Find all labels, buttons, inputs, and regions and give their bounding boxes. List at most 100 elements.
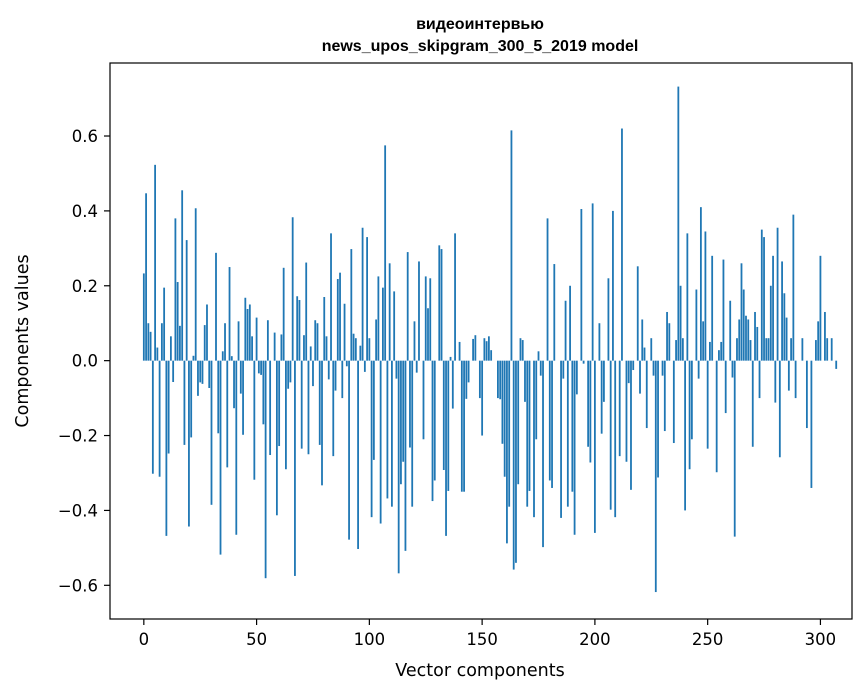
bar bbox=[151, 360, 154, 474]
bar bbox=[591, 203, 594, 361]
bar bbox=[569, 285, 571, 361]
bar bbox=[566, 360, 569, 507]
bar bbox=[668, 323, 671, 361]
bar bbox=[621, 128, 623, 361]
bar bbox=[377, 276, 380, 361]
bar bbox=[431, 360, 434, 502]
bar bbox=[368, 338, 371, 361]
bar bbox=[528, 360, 531, 491]
bar bbox=[702, 321, 705, 361]
bar bbox=[740, 263, 743, 361]
chart-title-line1: видеоинтервью bbox=[416, 16, 544, 33]
bar bbox=[600, 360, 603, 434]
bar bbox=[429, 278, 432, 361]
x-tick-label: 100 bbox=[354, 630, 386, 649]
bar bbox=[181, 190, 184, 361]
bar bbox=[199, 360, 202, 383]
bar bbox=[415, 360, 418, 373]
bar bbox=[790, 338, 792, 361]
bar bbox=[835, 360, 838, 369]
bar bbox=[226, 360, 229, 468]
bar bbox=[632, 360, 635, 371]
bar bbox=[251, 336, 253, 361]
bar bbox=[467, 360, 470, 383]
bar bbox=[201, 360, 204, 384]
bar bbox=[612, 210, 614, 361]
bar bbox=[264, 360, 267, 579]
bar bbox=[348, 360, 350, 540]
bar bbox=[307, 360, 310, 455]
bar bbox=[298, 300, 301, 361]
bar bbox=[542, 360, 544, 548]
bar bbox=[294, 360, 296, 576]
bar bbox=[512, 360, 515, 570]
bar bbox=[652, 360, 655, 376]
bar bbox=[282, 267, 285, 361]
bar bbox=[724, 360, 727, 414]
bar bbox=[424, 276, 427, 361]
bar bbox=[451, 360, 454, 409]
bar bbox=[745, 315, 747, 361]
bar bbox=[472, 338, 474, 361]
x-tick-label: 300 bbox=[805, 630, 837, 649]
bar bbox=[774, 360, 777, 403]
bar bbox=[758, 360, 761, 399]
bar bbox=[409, 360, 411, 448]
bar bbox=[625, 360, 628, 462]
bar bbox=[454, 233, 456, 361]
bar bbox=[404, 360, 407, 551]
bar bbox=[165, 360, 168, 536]
bar bbox=[627, 360, 630, 384]
bar bbox=[501, 360, 504, 444]
bar bbox=[830, 338, 833, 361]
bar bbox=[521, 340, 524, 361]
bar bbox=[736, 338, 738, 361]
bar bbox=[817, 321, 820, 361]
bar bbox=[418, 261, 420, 361]
bar bbox=[154, 164, 156, 361]
bar bbox=[826, 338, 829, 361]
bar bbox=[519, 338, 522, 361]
bar bbox=[275, 360, 278, 516]
bar bbox=[422, 360, 425, 440]
bar bbox=[336, 279, 339, 361]
bar bbox=[145, 193, 147, 361]
bar bbox=[747, 319, 750, 361]
bar bbox=[508, 360, 511, 507]
bar bbox=[354, 338, 357, 361]
bar bbox=[334, 360, 337, 391]
bar bbox=[582, 360, 585, 364]
bar bbox=[160, 323, 163, 361]
bar bbox=[776, 227, 779, 361]
bar bbox=[309, 346, 312, 361]
bar bbox=[675, 340, 677, 361]
bar bbox=[303, 335, 305, 361]
bar bbox=[296, 296, 299, 361]
bar bbox=[706, 360, 709, 449]
bar bbox=[483, 338, 486, 361]
bar bbox=[400, 360, 402, 485]
bar bbox=[167, 360, 170, 454]
bar bbox=[535, 360, 538, 440]
y-tick-label: −0.4 bbox=[58, 501, 98, 520]
bar bbox=[614, 360, 617, 518]
bar bbox=[158, 360, 161, 477]
bar bbox=[239, 360, 242, 394]
bar bbox=[291, 217, 294, 361]
bar bbox=[562, 360, 565, 379]
bar bbox=[149, 331, 152, 361]
bar bbox=[208, 360, 211, 388]
bar bbox=[203, 325, 206, 361]
bar bbox=[206, 304, 208, 361]
bar bbox=[287, 360, 290, 389]
bar bbox=[384, 145, 387, 361]
bar bbox=[778, 360, 781, 458]
bar bbox=[593, 360, 596, 533]
bar bbox=[300, 360, 303, 449]
bar bbox=[172, 360, 175, 382]
bar bbox=[564, 300, 567, 361]
bar bbox=[449, 356, 452, 361]
bar bbox=[248, 304, 251, 361]
bar bbox=[321, 360, 323, 486]
